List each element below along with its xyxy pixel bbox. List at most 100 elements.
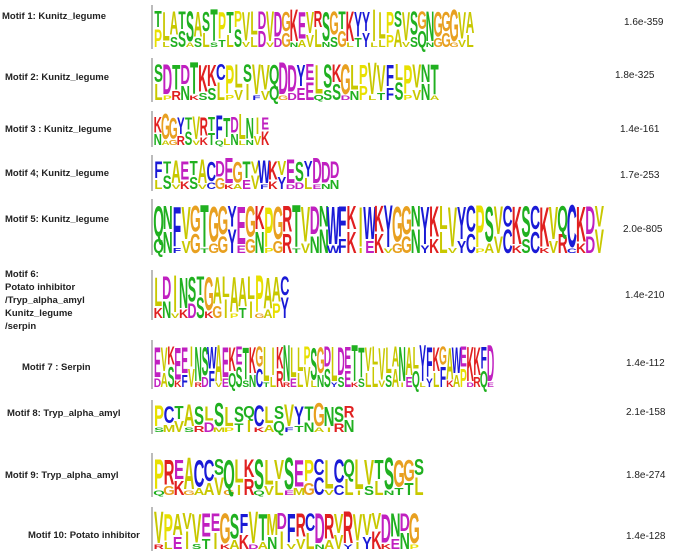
residue-glyph: V [353, 507, 362, 549]
residue-glyph: T [210, 3, 217, 52]
residue-glyph: T [174, 402, 184, 423]
residue-glyph: K [346, 200, 356, 237]
residue-glyph: L [154, 269, 162, 315]
residue-glyph: I [356, 540, 360, 551]
residue-glyph: G [417, 7, 426, 35]
residue-glyph: V [494, 232, 503, 259]
residue-glyph: L [466, 32, 473, 52]
residue-glyph: S [192, 543, 202, 551]
residue-glyph: F [240, 508, 249, 540]
residue-glyph: R [283, 381, 291, 389]
residue-glyph: I [190, 341, 193, 373]
residue-glyph: A [238, 269, 247, 315]
residue-glyph: G [161, 109, 170, 147]
residue-glyph: K [154, 304, 163, 321]
residue-glyph: N [344, 417, 355, 436]
e-value: 1.4e-112 [626, 358, 665, 369]
residue-glyph: V [242, 41, 250, 49]
residue-glyph: A [230, 268, 239, 323]
residue-glyph: A [263, 307, 272, 321]
residue-glyph: R [343, 505, 353, 554]
residue-glyph: T [263, 381, 270, 389]
residue-glyph: N [163, 200, 173, 237]
residue-glyph: A [161, 139, 170, 147]
residue-glyph: C [204, 454, 215, 488]
residue-glyph: T [338, 7, 345, 35]
residue-glyph: G [317, 339, 325, 381]
residue-glyph: L [290, 339, 296, 387]
residue-glyph: P [304, 342, 311, 371]
residue-glyph: V [266, 3, 274, 51]
residue-glyph: I [214, 530, 218, 555]
residue-glyph: A [263, 269, 272, 318]
residue-glyph: N [350, 88, 360, 103]
residue-glyph: D [248, 544, 258, 551]
residue-glyph: E [284, 489, 294, 496]
residue-glyph: C [466, 198, 476, 239]
residue-glyph: S [236, 360, 243, 393]
residue-glyph: A [466, 5, 475, 39]
residue-glyph: L [223, 138, 231, 148]
residue-glyph: V [384, 247, 394, 254]
residue-glyph: D [277, 510, 287, 535]
residue-glyph: Q [153, 489, 165, 496]
residue-glyph: F [209, 366, 215, 392]
residue-glyph: L [297, 369, 303, 392]
residue-glyph: S [186, 3, 194, 51]
residue-glyph: N [163, 226, 173, 259]
residue-glyph: A [324, 538, 335, 552]
residue-glyph: L [234, 454, 243, 490]
residue-glyph: C [206, 155, 216, 187]
residue-glyph: L [350, 58, 358, 98]
residue-glyph: R [276, 366, 283, 392]
residue-glyph: K [207, 59, 217, 93]
residue-glyph: C [216, 59, 226, 85]
residue-glyph: S [163, 171, 172, 193]
residue-glyph: V [192, 139, 201, 147]
residue-glyph: S [178, 27, 186, 52]
residue-glyph: Y [177, 112, 185, 139]
residue-glyph: N [330, 177, 340, 192]
residue-glyph: P [234, 7, 242, 32]
residue-glyph: R [296, 508, 306, 544]
residue-glyph: F [287, 508, 296, 552]
residue-glyph: C [206, 182, 216, 192]
residue-glyph: P [264, 197, 273, 259]
residue-glyph: V [362, 509, 372, 542]
residue-glyph: Q [269, 58, 279, 90]
residue-glyph: Q [343, 455, 355, 483]
residue-glyph: P [225, 58, 234, 102]
residue-glyph: S [210, 42, 219, 50]
residue-glyph: S [214, 456, 224, 481]
residue-glyph: A [170, 7, 179, 43]
residue-glyph: E [180, 157, 189, 186]
residue-glyph: D [585, 199, 595, 243]
residue-glyph: E [236, 342, 243, 371]
residue-glyph: V [365, 341, 372, 379]
residue-glyph: D [337, 339, 344, 384]
residue-glyph: T [200, 197, 209, 259]
residue-glyph: K [239, 531, 250, 554]
residue-glyph: V [274, 454, 284, 485]
residue-glyph: D [286, 184, 296, 191]
residue-glyph: K [539, 197, 549, 259]
residue-glyph: T [351, 338, 357, 392]
residue-glyph: P [359, 58, 368, 90]
residue-glyph: A [213, 270, 222, 313]
residue-glyph: F [173, 247, 182, 255]
residue-glyph: E [305, 59, 314, 85]
residue-glyph: C [314, 456, 325, 481]
residue-glyph: V [377, 58, 386, 101]
residue-glyph: S [410, 7, 418, 43]
residue-glyph: N [162, 298, 171, 324]
residue-glyph: K [473, 339, 480, 384]
residue-glyph: I [359, 197, 363, 259]
residue-glyph: Q [273, 419, 285, 437]
residue-glyph: T [242, 157, 250, 184]
residue-glyph: F [260, 184, 268, 191]
residue-glyph: D [312, 153, 322, 191]
residue-glyph: K [446, 380, 453, 390]
